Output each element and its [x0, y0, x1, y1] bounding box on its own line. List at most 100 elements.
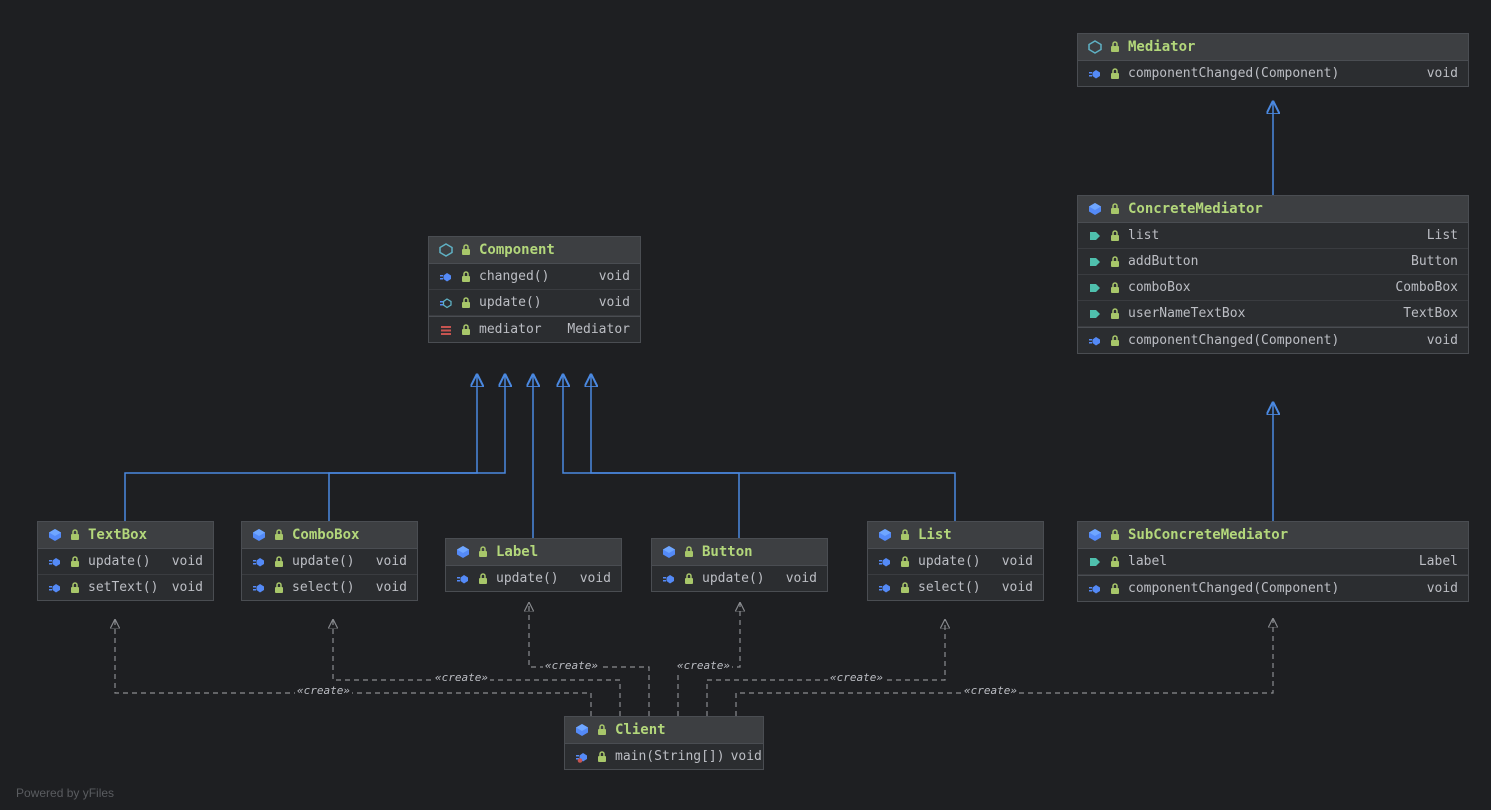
member-name: list [1128, 228, 1421, 243]
class-combobox[interactable]: ComboBox update() void select() void [241, 521, 418, 601]
member-name: select() [292, 580, 370, 595]
class-button[interactable]: Button update() void [651, 538, 828, 592]
class-member: select() void [868, 575, 1043, 600]
class-header: Client [565, 717, 763, 744]
class-name-label: Client [615, 722, 666, 738]
lock-icon [459, 323, 473, 337]
member-type: void [376, 554, 407, 569]
class-name-label: List [918, 527, 952, 543]
lock-icon [459, 243, 473, 257]
class-icon [456, 545, 470, 559]
member-type: List [1427, 228, 1458, 243]
create-label: «create» [962, 684, 1019, 697]
member-name: addButton [1128, 254, 1405, 269]
lock-icon [595, 723, 609, 737]
lock-icon [595, 750, 609, 764]
class-member: label Label [1078, 549, 1468, 575]
class-header: Label [446, 539, 621, 566]
lock-icon [272, 555, 286, 569]
create-label: «create» [543, 659, 600, 672]
member-type: void [1002, 580, 1033, 595]
member-type: void [786, 571, 817, 586]
lock-icon [1108, 40, 1122, 54]
lock-icon [1108, 307, 1122, 321]
class-list[interactable]: List update() void select() void [867, 521, 1044, 601]
class-member: mediator Mediator [429, 316, 640, 342]
lock-icon [898, 528, 912, 542]
class-sub-concrete-mediator[interactable]: SubConcreteMediator label Label componen… [1077, 521, 1469, 602]
field-icon [1088, 555, 1102, 569]
class-header: Button [652, 539, 827, 566]
class-icon [252, 528, 266, 542]
member-name: update() [292, 554, 370, 569]
class-member: select() void [242, 575, 417, 600]
member-type: void [1427, 333, 1458, 348]
lock-icon [459, 296, 473, 310]
member-name: main(String[]) [615, 749, 725, 764]
member-type: void [599, 295, 630, 310]
method-icon [439, 270, 453, 284]
member-name: userNameTextBox [1128, 306, 1397, 321]
class-label[interactable]: Label update() void [445, 538, 622, 592]
class-member: componentChanged(Component) void [1078, 327, 1468, 353]
member-name: select() [918, 580, 996, 595]
create-label: «create» [675, 659, 732, 672]
class-header: Component [429, 237, 640, 264]
member-type: void [1427, 581, 1458, 596]
member-type: void [376, 580, 407, 595]
class-member: componentChanged(Component) void [1078, 61, 1468, 86]
field-icon [1088, 255, 1102, 269]
create-label: «create» [828, 671, 885, 684]
class-header: ConcreteMediator [1078, 196, 1468, 223]
class-client[interactable]: Client main(String[]) void [564, 716, 764, 770]
class-name-label: Mediator [1128, 39, 1195, 55]
class-name-label: TextBox [88, 527, 147, 543]
class-member: update() void [652, 566, 827, 591]
method-icon [1088, 67, 1102, 81]
lock-icon [459, 270, 473, 284]
class-textbox[interactable]: TextBox update() void setText() void [37, 521, 214, 601]
lock-icon [682, 545, 696, 559]
member-name: mediator [479, 322, 561, 337]
class-mediator[interactable]: Mediator componentChanged(Component) voi… [1077, 33, 1469, 87]
class-member: update() void [868, 549, 1043, 575]
class-icon [662, 545, 676, 559]
class-icon [575, 723, 589, 737]
lock-icon [1108, 582, 1122, 596]
lock-icon [68, 528, 82, 542]
class-name-label: Button [702, 544, 753, 560]
class-concrete-mediator[interactable]: ConcreteMediator list List addButton But… [1077, 195, 1469, 354]
member-type: void [580, 571, 611, 586]
member-type: Button [1411, 254, 1458, 269]
diagram-edges [0, 0, 1491, 810]
lock-icon [476, 572, 490, 586]
method-icon [662, 572, 676, 586]
lock-icon [272, 581, 286, 595]
watermark-text: Powered by yFiles [16, 786, 114, 800]
class-header: SubConcreteMediator [1078, 522, 1468, 549]
member-name: update() [88, 554, 166, 569]
method-icon [456, 572, 470, 586]
field-icon [1088, 307, 1102, 321]
member-type: ComboBox [1395, 280, 1458, 295]
class-header: List [868, 522, 1043, 549]
lock-icon [476, 545, 490, 559]
class-icon [878, 528, 892, 542]
class-header: ComboBox [242, 522, 417, 549]
field-icon [1088, 229, 1102, 243]
prop-icon [439, 323, 453, 337]
staticMethod-icon [575, 750, 589, 764]
method-icon [252, 555, 266, 569]
member-name: setText() [88, 580, 166, 595]
lock-icon [68, 581, 82, 595]
class-member: main(String[]) void [565, 744, 763, 769]
member-name: label [1128, 554, 1413, 569]
abstract-class-icon [439, 243, 453, 257]
class-member: list List [1078, 223, 1468, 249]
member-type: Label [1419, 554, 1458, 569]
method-icon [878, 581, 892, 595]
member-name: componentChanged(Component) [1128, 333, 1421, 348]
lock-icon [1108, 255, 1122, 269]
member-name: update() [918, 554, 996, 569]
class-component[interactable]: Component changed() void update() void m… [428, 236, 641, 343]
